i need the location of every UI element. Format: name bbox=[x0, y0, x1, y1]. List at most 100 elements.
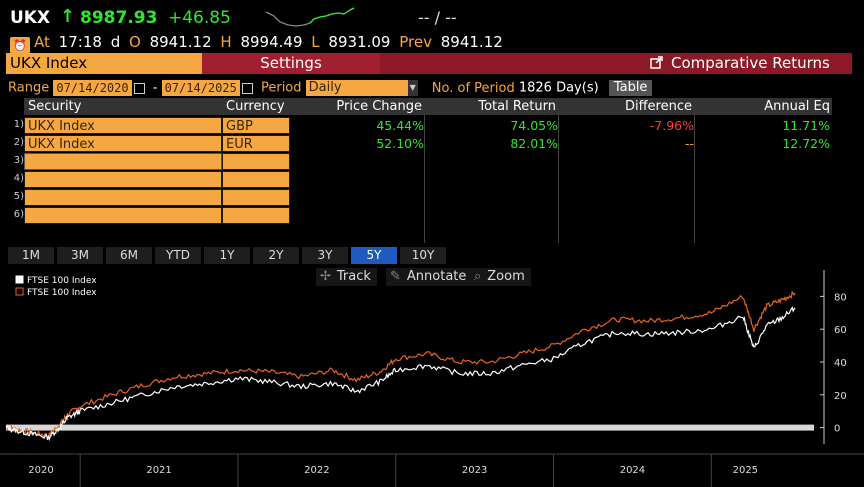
track-tool[interactable]: ✢ Track bbox=[316, 268, 377, 286]
legend-swatch bbox=[15, 275, 24, 284]
comparative-returns-button[interactable]: Comparative Returns bbox=[650, 53, 830, 74]
bid-ask: -- / -- bbox=[418, 8, 457, 27]
zoom-tool[interactable]: ⌕ Zoom bbox=[470, 268, 531, 286]
period-button-6m[interactable]: 6M bbox=[106, 247, 152, 264]
annual-eq-cell: 12.72% bbox=[782, 136, 830, 151]
x-tick-label: 2022 bbox=[304, 465, 329, 476]
sparkline-icon bbox=[266, 7, 355, 27]
low-value: 8931.09 bbox=[328, 33, 391, 51]
up-arrow-icon: ↑ bbox=[60, 6, 76, 27]
currency-cell-empty[interactable] bbox=[222, 171, 290, 188]
period-button-10y[interactable]: 10Y bbox=[400, 247, 446, 264]
row-number: 2) bbox=[13, 137, 24, 148]
period-button-1m[interactable]: 1M bbox=[8, 247, 54, 264]
zero-line bbox=[6, 424, 814, 431]
currency-cell[interactable]: EUR bbox=[222, 135, 290, 152]
period-button-1y[interactable]: 1Y bbox=[204, 247, 250, 264]
currency-cell-empty[interactable] bbox=[222, 189, 290, 206]
column-divider bbox=[694, 115, 695, 243]
price-change-cell: 45.44% bbox=[376, 118, 424, 133]
calendar-icon[interactable] bbox=[133, 82, 145, 94]
y-tick-label: 20 bbox=[834, 391, 847, 402]
security-cell-empty[interactable] bbox=[24, 189, 222, 206]
total-return-cell: 74.05% bbox=[510, 118, 558, 133]
security-cell[interactable]: UKX Index bbox=[24, 117, 222, 134]
x-tick-label: 2024 bbox=[620, 465, 645, 476]
legend-label: FTSE 100 Index bbox=[27, 276, 97, 286]
legend-swatch bbox=[15, 287, 24, 296]
header-currency[interactable]: Currency bbox=[222, 98, 294, 115]
security-cell[interactable]: UKX Index bbox=[24, 135, 222, 152]
period-button-3y[interactable]: 3Y bbox=[302, 247, 348, 264]
period-button-3m[interactable]: 3M bbox=[57, 247, 103, 264]
table-button[interactable]: Table bbox=[608, 80, 653, 96]
settings-button[interactable]: Settings bbox=[202, 53, 380, 74]
period-label: Period bbox=[260, 80, 302, 96]
high-label: H bbox=[220, 33, 232, 51]
row-number: 6) bbox=[13, 209, 24, 220]
x-tick-label: 2023 bbox=[462, 465, 487, 476]
zoom-label: Zoom bbox=[487, 269, 525, 284]
period-button-2y[interactable]: 2Y bbox=[253, 247, 299, 264]
y-tick-label: 60 bbox=[834, 325, 847, 336]
comparative-returns-label: Comparative Returns bbox=[671, 54, 830, 72]
annual-eq-cell: 11.71% bbox=[782, 118, 830, 133]
at-label: At bbox=[34, 33, 50, 51]
start-date-field[interactable]: 07/14/2020 bbox=[53, 80, 132, 96]
magnifier-icon: ⌕ bbox=[474, 269, 482, 284]
net-change: +46.85 bbox=[168, 8, 231, 28]
annotate-tool[interactable]: ✎ Annotate bbox=[386, 268, 473, 286]
open-value: 8941.12 bbox=[149, 33, 212, 51]
period-dropdown[interactable]: Daily bbox=[305, 80, 408, 96]
security-input[interactable]: UKX Index bbox=[6, 53, 202, 74]
period-button-5y[interactable]: 5Y bbox=[351, 247, 397, 264]
returns-chart[interactable]: 0 20 40 60 80 2020 2021 2022 2023 2024 2025 FTSE 10… bbox=[0, 266, 864, 487]
row-number: 1) bbox=[13, 119, 24, 130]
header-difference[interactable]: Difference bbox=[558, 98, 694, 115]
currency-cell[interactable]: GBP bbox=[222, 117, 290, 134]
difference-cell: -- bbox=[684, 136, 694, 151]
price-change-cell: 52.10% bbox=[376, 136, 424, 151]
currency-cell-empty[interactable] bbox=[222, 207, 290, 224]
quote-time: 17:18 bbox=[58, 33, 102, 51]
row-number: 5) bbox=[13, 191, 24, 202]
calendar-icon[interactable] bbox=[241, 82, 253, 94]
header-annual-eq[interactable]: Annual Eq bbox=[694, 98, 832, 115]
track-label: Track bbox=[336, 269, 371, 284]
legend-label: FTSE 100 Index bbox=[27, 288, 97, 298]
quote-details: ⏰ At 17:18 d O 8941.12 H 8994.49 L 8931.0… bbox=[10, 33, 507, 54]
external-link-icon bbox=[650, 53, 663, 74]
row-number: 3) bbox=[13, 155, 24, 166]
chevron-down-icon[interactable]: ▼ bbox=[407, 80, 418, 96]
crosshair-icon: ✢ bbox=[320, 269, 331, 284]
security-cell-empty[interactable] bbox=[24, 207, 222, 224]
y-tick-label: 80 bbox=[834, 292, 847, 303]
series-line bbox=[5, 305, 796, 442]
difference-cell: -7.96% bbox=[649, 118, 694, 133]
open-label: O bbox=[129, 33, 141, 51]
high-value: 8994.49 bbox=[240, 33, 303, 51]
d-label: d bbox=[110, 33, 121, 51]
header-security[interactable]: Security bbox=[24, 98, 226, 115]
y-tick-label: 40 bbox=[834, 358, 847, 369]
y-tick-label: 0 bbox=[834, 424, 840, 435]
column-divider bbox=[558, 115, 559, 243]
range-row: Range 07/14/2020 - 07/14/2025 Period Dai… bbox=[8, 80, 653, 96]
num-periods-label: No. of Period bbox=[431, 80, 515, 96]
end-date-field[interactable]: 07/14/2025 bbox=[161, 80, 240, 96]
total-return-cell: 82.01% bbox=[510, 136, 558, 151]
ticker-symbol: UKX bbox=[10, 8, 51, 28]
currency-cell-empty[interactable] bbox=[222, 153, 290, 170]
clock-icon[interactable]: ⏰ bbox=[10, 37, 30, 54]
security-cell-empty[interactable] bbox=[24, 171, 222, 188]
header-price-change[interactable]: Price Change bbox=[290, 98, 424, 115]
last-price: 8987.93 bbox=[80, 8, 158, 28]
security-cell-empty[interactable] bbox=[24, 153, 222, 170]
period-button-ytd[interactable]: YTD bbox=[155, 247, 201, 264]
series-line bbox=[5, 290, 796, 440]
header-total-return[interactable]: Total Return bbox=[424, 98, 558, 115]
low-label: L bbox=[311, 33, 320, 51]
annotate-label: Annotate bbox=[406, 269, 467, 284]
num-periods-value: 1826 Day(s) bbox=[518, 80, 599, 96]
range-dash: - bbox=[152, 80, 158, 96]
